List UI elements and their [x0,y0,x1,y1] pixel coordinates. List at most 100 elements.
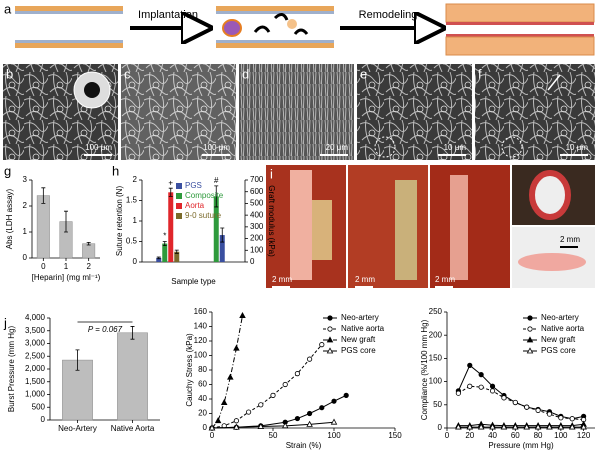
x-tick-label: 100 [327,431,341,440]
cell [253,13,309,35]
y-tick-label: 0 [438,423,443,432]
marker [534,423,542,430]
micrograph [357,64,472,160]
y2-tick-label: 400 [250,210,264,219]
marker [270,392,276,398]
marker [489,383,496,389]
y-tick-label: 100 [429,377,443,386]
x-tick-label: 100 [554,431,568,440]
marker [306,420,313,427]
legend-swatch [176,183,182,189]
legend-label: New graft [341,335,376,344]
error-bar [214,185,219,208]
marker [501,395,507,401]
y-axis-label: Abs (LDH assay) [5,188,14,249]
bar [162,243,168,262]
marker [327,315,333,321]
cell [287,19,297,29]
error-bar [130,326,135,340]
y-tick-label: 250 [429,307,443,316]
graft-wall [15,43,123,48]
marker [512,423,519,430]
marker [477,423,485,430]
marker [330,418,338,425]
bar [117,332,148,421]
legend-label: Aorta [185,201,205,210]
y-tick-label: 60 [198,380,207,389]
bar [82,243,96,259]
y-tick-label: 500 [32,402,46,411]
x-tick-label: 0 [210,431,215,440]
error-bar [174,249,179,254]
marker [281,422,289,429]
graft-wall [216,43,334,48]
marker [467,383,473,389]
legend-label: PGS core [341,346,376,355]
x-axis-label: Strain (%) [286,441,322,450]
marker [478,384,484,390]
y-tick-label: 0 [203,423,208,432]
y2-tick-label: 700 [250,175,264,184]
panel-label: g [4,163,11,178]
y2-tick-label: 200 [250,234,264,243]
x-axis-label: Sample type [171,277,216,286]
y-tick-label: 100 [194,351,208,360]
graft-wall [216,11,334,14]
marker [568,423,576,430]
marker [478,372,484,378]
x-tick-label: Native Aorta [111,424,155,433]
error-bar [220,227,225,243]
marker [294,415,300,422]
chart: 0 0.5 1 1.5 2 Suture retention (N) Sample type… [115,175,276,286]
legend-label: PGS [185,181,202,190]
y-tick-label: 1 [133,216,138,225]
neo-tissue [446,34,594,37]
photo [430,165,510,288]
y-tick-label: 50 [433,400,442,409]
x-tick-label: 150 [388,431,402,440]
y-tick-label: 4,000 [25,313,46,322]
marker [527,315,533,321]
error-bar [168,187,173,197]
y2-tick-label: 600 [250,187,264,196]
y-tick-label: 1,500 [25,377,46,386]
y-axis-label: Cauchy Stress (kPa) [185,333,194,407]
error-bar [86,242,91,246]
series-line [211,421,335,429]
y-tick-label: 2,000 [25,364,46,373]
step-label: Implantation [138,9,198,21]
highlight [374,136,396,158]
marker [535,407,541,413]
marker [527,326,533,332]
y-tick-label: 20 [198,409,207,418]
x-tick-label: 120 [577,431,591,440]
step-label: Remodeling [359,9,418,21]
annotation: + [168,178,173,187]
marker [546,423,553,430]
legend-label: Native aorta [541,324,585,333]
marker [546,411,553,417]
marker [343,392,349,398]
y-axis-label: Compliance (%/100 mm Hg) [420,319,429,420]
marker [306,356,313,362]
marker [526,347,534,354]
bar [219,235,225,262]
bar [168,192,174,262]
photos [266,165,595,288]
panel-label: j [3,315,7,330]
panel-label: c [124,66,131,81]
x-tick-label: 1 [64,262,69,271]
inset [84,82,100,98]
marker [246,409,252,415]
panel-label: e [360,66,367,81]
y-tick-label: 3 [23,175,28,184]
y-tick-label: 2 [23,201,28,210]
vessel [529,170,571,220]
chart: 0 500 1,000 1,500 2,000 2,500 3,000 3,500 4,000 B… [7,313,160,433]
vessel [450,175,468,280]
x-tick-label: 0 [445,431,450,440]
y-tick-label: 0 [23,253,28,262]
legend-label: 9-0 suture [185,211,222,220]
error-bar [156,256,161,260]
